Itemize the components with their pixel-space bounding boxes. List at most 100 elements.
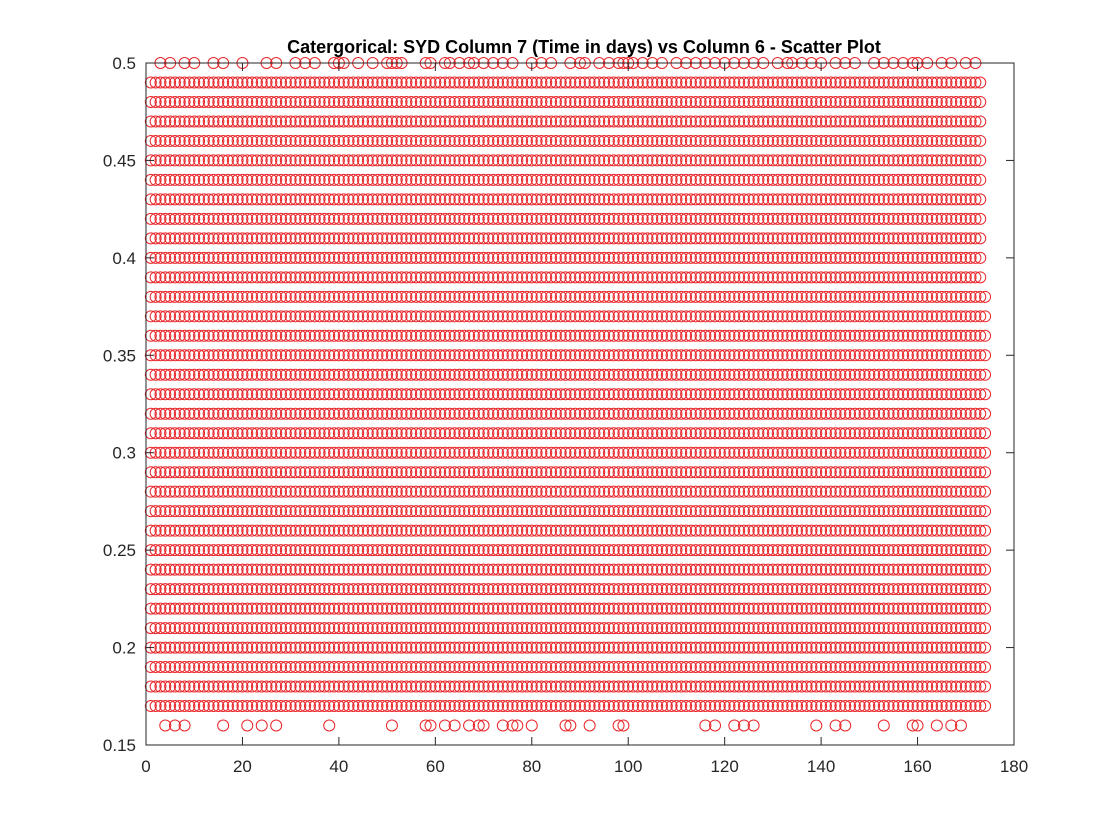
data-point bbox=[791, 115, 803, 128]
data-point bbox=[255, 76, 268, 89]
data-point bbox=[607, 212, 620, 225]
data-point bbox=[289, 115, 302, 128]
data-point bbox=[921, 193, 934, 206]
data-point bbox=[564, 134, 577, 147]
data-point bbox=[463, 95, 476, 108]
data-point bbox=[680, 134, 693, 147]
data-point bbox=[627, 154, 640, 167]
data-point bbox=[906, 154, 919, 167]
data-point bbox=[602, 212, 615, 225]
data-point bbox=[173, 173, 186, 186]
data-point bbox=[193, 193, 206, 206]
data-point bbox=[236, 193, 249, 206]
data-point bbox=[549, 212, 562, 225]
data-point bbox=[294, 115, 307, 128]
data-point bbox=[438, 193, 451, 206]
data-point bbox=[188, 212, 201, 225]
data-point bbox=[376, 134, 389, 147]
data-point bbox=[159, 193, 172, 206]
data-point bbox=[762, 76, 775, 89]
data-point bbox=[535, 95, 548, 108]
data-point bbox=[385, 76, 398, 89]
data-point bbox=[839, 115, 852, 128]
data-point bbox=[501, 173, 514, 186]
data-point bbox=[385, 95, 398, 108]
data-point bbox=[270, 173, 283, 186]
data-point bbox=[839, 173, 852, 186]
data-point bbox=[689, 95, 702, 108]
data-point bbox=[202, 154, 215, 167]
data-point bbox=[410, 76, 423, 89]
data-point bbox=[752, 154, 765, 167]
data-point bbox=[250, 134, 263, 147]
data-point bbox=[578, 95, 591, 108]
data-point bbox=[371, 134, 384, 147]
data-point bbox=[313, 173, 326, 186]
data-point bbox=[839, 154, 852, 167]
data-point bbox=[810, 173, 823, 186]
data-point bbox=[824, 134, 837, 147]
data-point bbox=[250, 212, 263, 225]
data-point bbox=[395, 95, 408, 108]
data-point bbox=[299, 115, 312, 128]
data-point bbox=[689, 173, 702, 186]
data-point bbox=[564, 173, 577, 186]
data-point bbox=[800, 76, 813, 89]
data-point bbox=[332, 95, 345, 108]
data-point bbox=[945, 193, 958, 206]
data-point bbox=[477, 212, 490, 225]
data-point bbox=[863, 173, 876, 186]
data-point bbox=[516, 212, 529, 225]
data-point bbox=[964, 76, 977, 89]
data-point bbox=[882, 95, 895, 108]
data-point bbox=[289, 76, 302, 89]
data-point bbox=[824, 212, 837, 225]
data-point bbox=[766, 76, 779, 89]
data-point bbox=[930, 76, 943, 89]
data-point bbox=[178, 115, 191, 128]
data-point bbox=[969, 134, 982, 147]
data-point bbox=[660, 193, 673, 206]
data-point bbox=[159, 95, 172, 108]
data-point bbox=[810, 76, 823, 89]
data-point bbox=[492, 173, 505, 186]
data-point bbox=[728, 115, 741, 128]
data-point bbox=[583, 212, 596, 225]
data-point bbox=[366, 76, 379, 89]
data-point bbox=[516, 134, 529, 147]
data-point bbox=[164, 76, 177, 89]
data-point bbox=[332, 134, 345, 147]
data-point bbox=[525, 95, 538, 108]
data-point bbox=[197, 76, 210, 89]
data-point bbox=[405, 134, 418, 147]
data-point bbox=[588, 76, 601, 89]
data-point bbox=[270, 212, 283, 225]
data-point bbox=[419, 134, 432, 147]
data-point bbox=[178, 193, 191, 206]
data-point bbox=[149, 173, 162, 186]
data-point bbox=[467, 76, 480, 89]
data-point bbox=[371, 173, 384, 186]
data-point bbox=[342, 154, 355, 167]
data-point bbox=[318, 134, 331, 147]
data-point bbox=[443, 134, 456, 147]
data-point bbox=[631, 154, 644, 167]
data-point bbox=[419, 154, 432, 167]
data-point bbox=[699, 76, 712, 89]
data-point bbox=[641, 193, 654, 206]
data-point bbox=[709, 134, 722, 147]
data-point bbox=[607, 154, 620, 167]
data-point bbox=[530, 76, 543, 89]
data-point bbox=[598, 154, 611, 167]
data-point bbox=[872, 95, 885, 108]
data-point bbox=[559, 212, 572, 225]
data-point bbox=[236, 212, 249, 225]
data-point bbox=[159, 212, 172, 225]
data-point bbox=[709, 193, 722, 206]
data-point bbox=[636, 173, 649, 186]
data-point bbox=[361, 173, 374, 186]
data-point bbox=[337, 173, 350, 186]
data-point bbox=[308, 154, 321, 167]
data-point bbox=[328, 76, 341, 89]
data-point bbox=[781, 76, 794, 89]
